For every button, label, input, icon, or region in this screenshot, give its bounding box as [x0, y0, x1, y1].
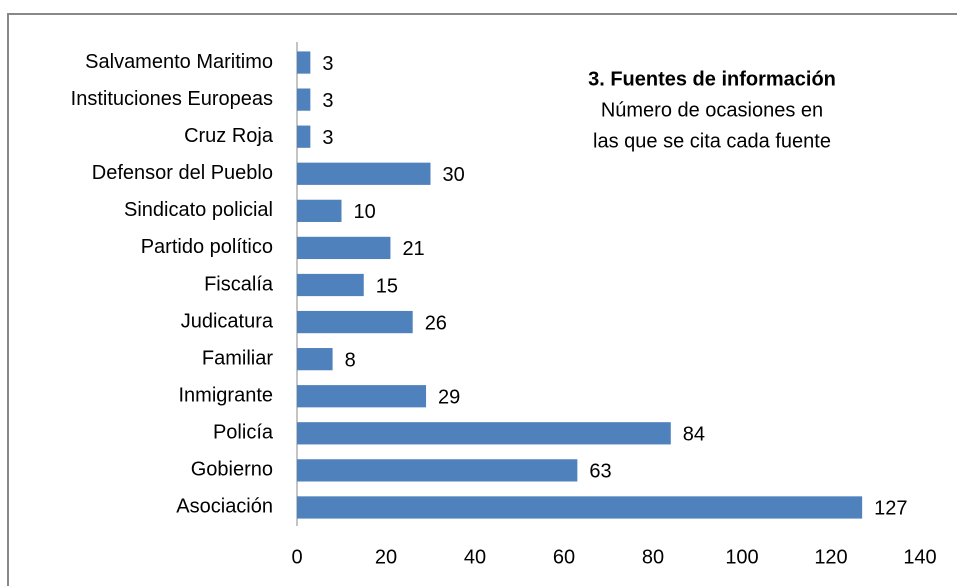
y-tick-label: Policía: [213, 422, 274, 444]
data-label: 3: [322, 90, 333, 112]
data-label: 30: [443, 164, 465, 186]
chart-subtitle: Número de ocasiones en: [601, 99, 823, 121]
data-label: 63: [589, 461, 611, 483]
y-tick-label: Salvamento Maritimo: [85, 51, 273, 73]
bar: [297, 51, 311, 74]
x-tick-label: 100: [725, 546, 758, 568]
y-tick-label: Instituciones Europeas: [71, 88, 273, 110]
bar: [297, 348, 333, 371]
y-tick-label: Fiscalía: [204, 273, 274, 295]
x-tick-label: 60: [553, 546, 575, 568]
y-tick-label: Familiar: [202, 347, 273, 369]
data-label: 10: [354, 201, 376, 223]
y-tick-label: Inmigrante: [179, 385, 274, 407]
data-label: 21: [402, 238, 424, 260]
bar: [297, 459, 578, 482]
data-label: 3: [322, 53, 333, 75]
chart-title: 3. Fuentes de información: [588, 68, 836, 90]
y-tick-label: Asociación: [176, 496, 273, 518]
y-tick-label: Cruz Roja: [184, 125, 274, 147]
bar: [297, 125, 311, 148]
x-tick-label: 0: [291, 546, 302, 568]
y-tick-label: Defensor del Pueblo: [92, 162, 273, 184]
bar: [297, 310, 413, 334]
chart-subtitle: las que se cita cada fuente: [593, 130, 831, 152]
data-label: 8: [345, 349, 356, 371]
x-tick-label: 120: [814, 546, 847, 568]
bar: [297, 162, 431, 185]
bar: [297, 236, 391, 260]
data-label: 127: [874, 498, 907, 520]
bar: [297, 273, 364, 297]
bar: [297, 385, 427, 408]
x-tick-label: 40: [464, 546, 486, 568]
data-label: 26: [425, 312, 447, 334]
data-label: 84: [683, 424, 705, 446]
bar: [297, 199, 342, 222]
x-tick-label: 80: [642, 546, 664, 568]
chart-frame: [7, 13, 957, 586]
x-tick-label: 20: [375, 546, 397, 568]
bar: [297, 88, 311, 111]
y-tick-label: Sindicato policial: [124, 199, 273, 221]
data-label: 3: [322, 127, 333, 149]
data-label: 15: [376, 275, 398, 297]
data-label: 29: [438, 387, 460, 409]
y-tick-label: Partido político: [141, 236, 273, 258]
bar: [297, 496, 863, 519]
y-tick-label: Gobierno: [191, 459, 273, 481]
y-tick-label: Judicatura: [181, 310, 274, 332]
x-tick-label: 140: [903, 546, 936, 568]
bar: [297, 422, 671, 445]
